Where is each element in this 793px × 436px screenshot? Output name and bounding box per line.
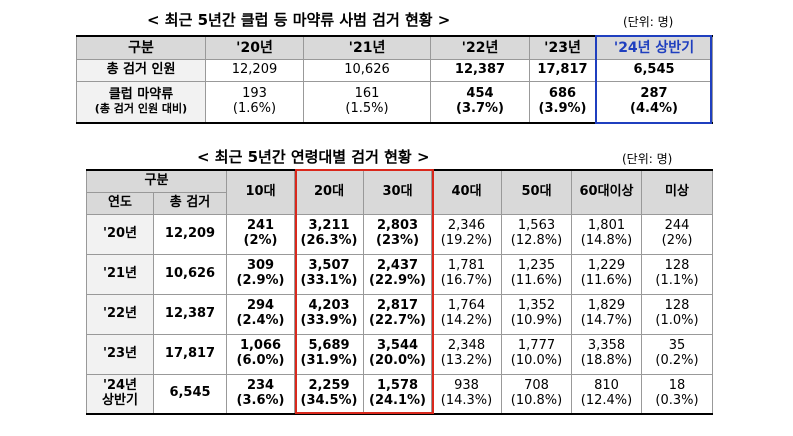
cell: 309 (2.9%) [226, 253, 296, 295]
cell: 1,229 (11.6%) [571, 253, 643, 295]
cell: 6,545 [595, 59, 713, 82]
cell: 1,352 (10.9%) [501, 293, 573, 335]
header-age: 40대 [431, 169, 503, 215]
age-group-table: 구분 10대 20대 30대 40대 50대 60대이상 미상 연도 총 검거 … [85, 169, 714, 415]
cell: 287 (4.4%) [595, 81, 713, 123]
cell: 3,507 (33.1%) [294, 253, 365, 295]
cell: 2,346 (19.2%) [431, 213, 503, 255]
cell: 17,817 [529, 59, 596, 82]
cell: 2,803 (23%) [363, 213, 433, 255]
table2-unit: (단위: 명) [622, 152, 673, 166]
table-row: '20년 12,209 241 (2%) 3,211 (26.3%) 2,803 (2… [86, 213, 714, 255]
cell: 1,764 (14.2%) [431, 293, 503, 335]
year-cell: '21년 [86, 253, 154, 295]
cell: 12,209 [205, 59, 304, 82]
header-2020: '20년 [205, 35, 304, 60]
header-age: 10대 [226, 169, 296, 215]
table-row: '24년 상반기 6,545 234 (3.6%) 2,259 (34.5%) 1,5… [86, 373, 714, 415]
cell: 3,358 (18.8%) [571, 333, 643, 375]
total-cell: 10,626 [152, 253, 228, 295]
cell: 35 (0.2%) [641, 333, 714, 375]
header-age: 20대 [294, 169, 365, 215]
cell: 2,437 (22.9%) [363, 253, 433, 295]
cell: 234 (3.6%) [226, 373, 296, 415]
table-row: 클럽 마약류 (총 검거 인원 대비) 193 (1.6%) 161 (1.5%) … [76, 81, 713, 123]
header-2023: '23년 [529, 35, 596, 60]
total-cell: 17,817 [152, 333, 228, 375]
header-age: 50대 [501, 169, 573, 215]
total-cell: 12,387 [152, 293, 228, 335]
total-cell: 12,209 [152, 213, 228, 255]
header-2024-h1: '24년 상반기 [595, 35, 713, 60]
header-2021: '21년 [303, 35, 431, 60]
cell: 938 (14.3%) [431, 373, 503, 415]
cell: 3,211 (26.3%) [294, 213, 365, 255]
cell: 686 (3.9%) [529, 81, 596, 123]
row-label: 클럽 마약류 (총 검거 인원 대비) [76, 81, 206, 123]
table-row: 총 검거 인원 12,209 10,626 12,387 17,817 6,54… [76, 59, 713, 82]
cell: 161 (1.5%) [303, 81, 431, 123]
cell: 10,626 [303, 59, 431, 82]
cell: 2,817 (22.7%) [363, 293, 433, 335]
cell: 244 (2%) [641, 213, 714, 255]
table2-title: < 최근 5년간 연령대별 검거 현황 > [197, 148, 430, 166]
header-year: 연도 [86, 191, 154, 215]
cell: 1,801 (14.8%) [571, 213, 643, 255]
row-label-main: 클럽 마약류 [108, 86, 174, 102]
cell: 2,259 (34.5%) [294, 373, 365, 415]
cell: 454 (3.7%) [430, 81, 530, 123]
cell: 1,235 (11.6%) [501, 253, 573, 295]
cell: 1,829 (14.7%) [571, 293, 643, 335]
cell: 810 (12.4%) [571, 373, 643, 415]
header-age: 60대이상 [571, 169, 643, 215]
row-label-sub: (총 검거 인원 대비) [94, 101, 188, 115]
table-row: '21년 10,626 309 (2.9%) 3,507 (33.1%) 2,437… [86, 253, 714, 295]
cell: 5,689 (31.9%) [294, 333, 365, 375]
cell: 241 (2%) [226, 213, 296, 255]
cell: 12,387 [430, 59, 530, 82]
cell: 3,544 (20.0%) [363, 333, 433, 375]
cell: 128 (1.1%) [641, 253, 714, 295]
header-age: 미상 [641, 169, 714, 215]
total-cell: 6,545 [152, 373, 228, 415]
drug-offender-table: 구분 '20년 '21년 '22년 '23년 '24년 상반기 총 검거 인원 … [76, 35, 713, 124]
year-cell: '23년 [86, 333, 154, 375]
cell: 2,348 (13.2%) [431, 333, 503, 375]
year-cell: '20년 [86, 213, 154, 255]
cell: 1,781 (16.7%) [431, 253, 503, 295]
table-row: '23년 17,817 1,066 (6.0%) 5,689 (31.9%) 3,5… [86, 333, 714, 375]
year-cell: '24년 상반기 [86, 373, 154, 415]
cell: 128 (1.0%) [641, 293, 714, 335]
header-total: 총 검거 [152, 191, 228, 215]
cell: 1,563 (12.8%) [501, 213, 573, 255]
header-group: 구분 [85, 169, 228, 193]
year-cell: '22년 [86, 293, 154, 335]
cell: 708 (10.8%) [501, 373, 573, 415]
cell: 4,203 (33.9%) [294, 293, 365, 335]
header-2022: '22년 [430, 35, 530, 60]
table-row: '22년 12,387 294 (2.4%) 4,203 (33.9%) 2,817… [86, 293, 714, 335]
cell: 1,578 (24.1%) [363, 373, 433, 415]
header-category: 구분 [76, 35, 206, 60]
table1-title: < 최근 5년간 클럽 등 마약류 사범 검거 현황 > [147, 11, 451, 29]
cell: 294 (2.4%) [226, 293, 296, 335]
cell: 193 (1.6%) [205, 81, 304, 123]
cell: 1,066 (6.0%) [226, 333, 296, 375]
cell: 1,777 (10.0%) [501, 333, 573, 375]
table2-header-row: 구분 10대 20대 30대 40대 50대 60대이상 미상 [85, 169, 714, 215]
table1-unit: (단위: 명) [623, 15, 674, 29]
cell: 18 (0.3%) [641, 373, 714, 415]
row-label: 총 검거 인원 [76, 59, 206, 82]
header-age: 30대 [363, 169, 433, 215]
table1-header-row: 구분 '20년 '21년 '22년 '23년 '24년 상반기 [76, 35, 713, 60]
